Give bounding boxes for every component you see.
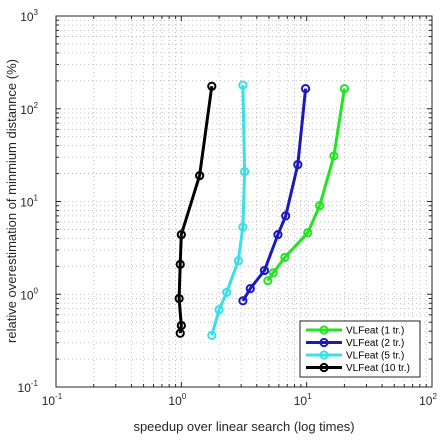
y-tick-exponent: 1	[34, 194, 39, 203]
y-tick-exponent: 2	[34, 101, 39, 110]
data-point	[259, 265, 269, 276]
data-point	[293, 159, 303, 170]
plot-frame	[55, 15, 433, 388]
data-point	[273, 229, 283, 240]
data-point	[329, 151, 339, 161]
data-point	[207, 81, 217, 91]
data-point	[240, 167, 250, 177]
data-point	[245, 284, 255, 294]
y-tick-label: 102	[20, 101, 38, 117]
legend-label: VLFeat (2 tr.)	[346, 338, 404, 349]
y-axis-label: relative overestimation of minmium dista…	[4, 59, 19, 343]
legend-marker	[319, 350, 329, 360]
legend-marker	[319, 337, 329, 348]
data-point	[222, 287, 232, 297]
y-tick-label: 100	[20, 286, 38, 302]
x-tick-exponent: 2	[432, 392, 437, 401]
x-tick-exponent: 1	[307, 392, 312, 401]
legend-label: VLFeat (5 tr.)	[346, 351, 404, 362]
series-1	[263, 83, 349, 286]
data-point	[315, 201, 325, 211]
series-3	[207, 80, 250, 341]
series-line	[266, 88, 346, 282]
data-point	[268, 268, 278, 278]
data-point	[233, 256, 243, 266]
data-point	[207, 330, 217, 341]
data-point	[238, 296, 248, 306]
x-tick-exponent: -1	[55, 392, 63, 401]
data-point	[280, 252, 290, 262]
legend-marker	[319, 325, 329, 335]
data-point	[175, 328, 185, 338]
x-tick-label: 101	[294, 392, 312, 408]
y-tick-exponent: 3	[34, 8, 39, 17]
series-line	[210, 85, 247, 336]
data-point	[174, 293, 184, 304]
data-point	[175, 259, 185, 269]
data-point	[300, 83, 311, 94]
series-line	[241, 88, 308, 302]
series-2	[238, 83, 311, 306]
y-tick-label: 103	[20, 8, 38, 24]
legend-label: VLFeat (10 tr.)	[346, 363, 410, 374]
data-point	[238, 222, 248, 232]
data-point	[238, 80, 248, 90]
legend-label: VLFeat (1 tr.)	[346, 326, 404, 337]
series-layer	[174, 80, 349, 341]
data-point	[195, 171, 205, 181]
x-tick-label: 10-1	[42, 392, 63, 408]
data-point	[214, 305, 224, 315]
x-tick-exponent: 0	[182, 392, 187, 401]
y-tick-label: 10-1	[18, 379, 39, 395]
x-tick-label: 100	[168, 392, 186, 408]
data-point	[263, 276, 273, 286]
y-tick-label: 101	[20, 194, 38, 210]
data-point	[281, 211, 291, 221]
legend: VLFeat (1 tr.)VLFeat (2 tr.) VLFeat (5 tr…	[299, 320, 421, 378]
data-point	[303, 228, 313, 238]
x-tick-label: 102	[419, 392, 437, 408]
series-line	[177, 85, 214, 334]
legend-marker	[319, 362, 329, 373]
data-point	[176, 229, 186, 240]
x-axis-label: speedup over linear search (log times)	[133, 419, 354, 434]
y-tick-exponent: 0	[34, 286, 39, 295]
series-4	[174, 81, 217, 338]
data-point	[339, 83, 349, 94]
y-tick-exponent: -1	[31, 379, 39, 388]
